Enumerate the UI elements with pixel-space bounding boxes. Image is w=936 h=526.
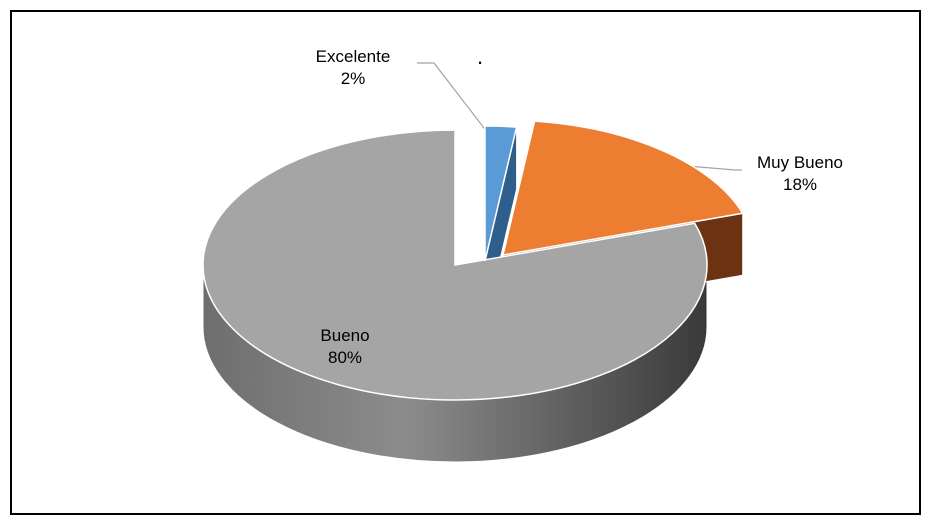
slice-muy-bueno bbox=[502, 120, 744, 256]
data-label-bueno: Bueno 80% bbox=[290, 325, 400, 369]
data-label-excelente: Excelente 2% bbox=[303, 46, 403, 90]
slice-bueno bbox=[202, 129, 708, 401]
stray-mark: . bbox=[477, 44, 484, 69]
data-label-muy-bueno-value: 18% bbox=[782, 175, 818, 194]
leader-line-excelente bbox=[417, 62, 495, 142]
data-label-muy-bueno: Muy Bueno 18% bbox=[735, 152, 865, 196]
data-label-muy-bueno-name: Muy Bueno bbox=[757, 153, 843, 172]
data-label-bueno-value: 80% bbox=[327, 348, 363, 367]
data-label-excelente-value: 2% bbox=[340, 69, 366, 88]
data-label-bueno-name: Bueno bbox=[320, 326, 370, 345]
data-label-excelente-name: Excelente bbox=[315, 47, 391, 66]
slice-excelente bbox=[484, 125, 518, 262]
